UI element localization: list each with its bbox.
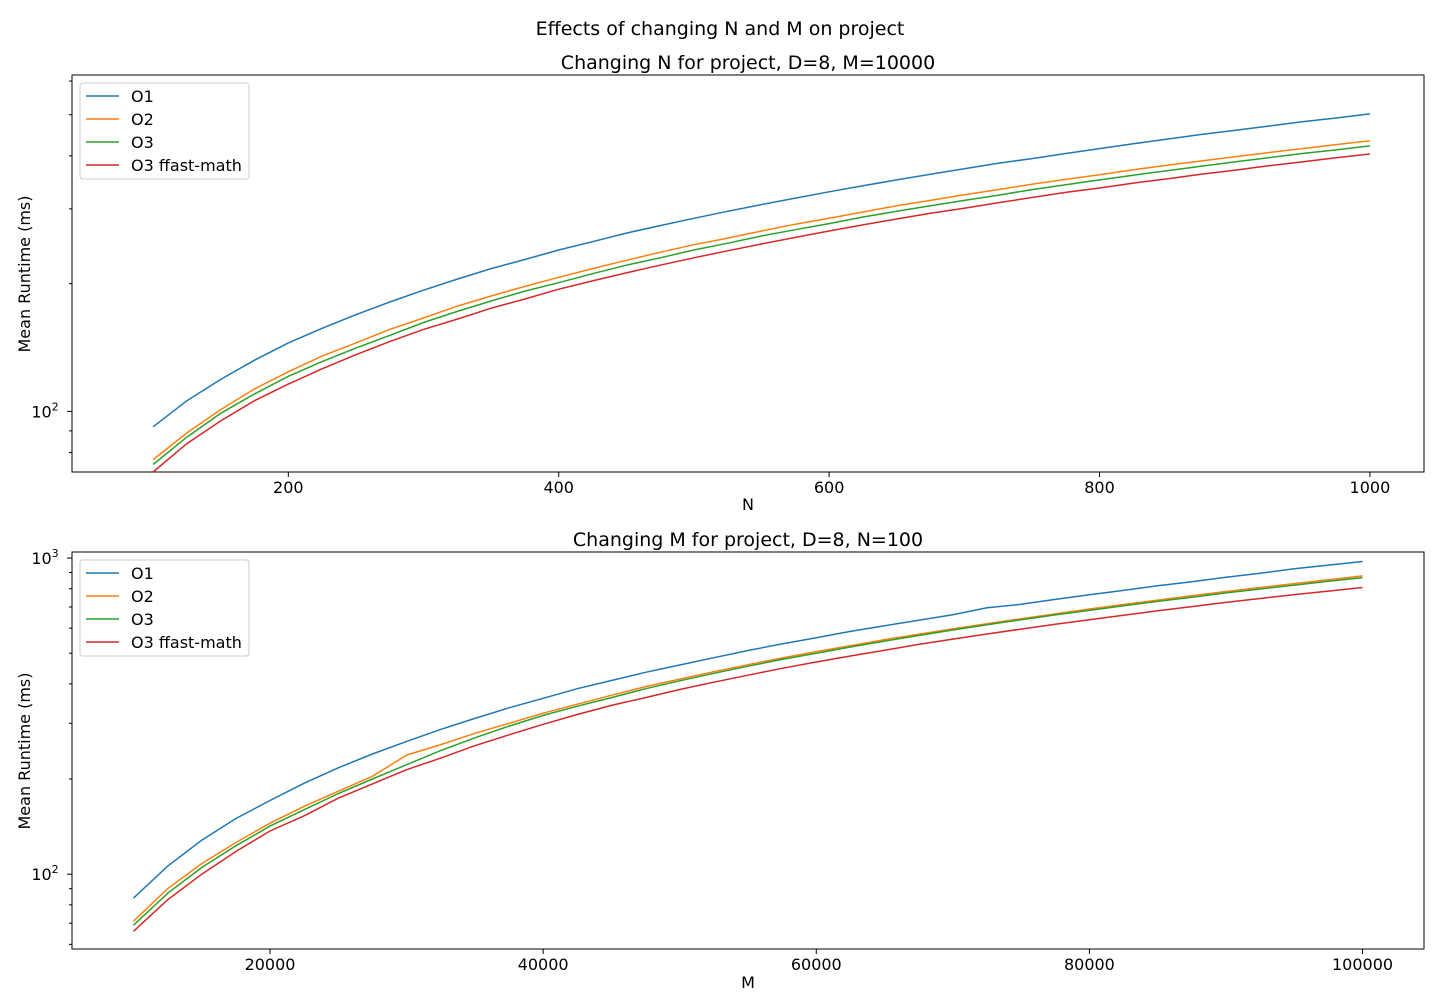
- legend-label: O3 ffast-math: [131, 633, 242, 652]
- legend-box: [79, 82, 250, 180]
- legend-label: O3: [131, 610, 154, 629]
- series-line-o3-ffast-math: [152, 153, 1370, 473]
- legend-label: O2: [131, 587, 154, 606]
- series-line-o3: [132, 576, 1363, 926]
- legend-label: O3: [131, 133, 154, 152]
- x-tick-label: 600: [814, 478, 845, 497]
- figure-suptitle: Effects of changing N and M on project: [536, 18, 905, 40]
- x-tick-label: 100000: [1332, 955, 1393, 974]
- x-tick-label: 80000: [1064, 955, 1115, 974]
- panel-changing-m: Changing M for project, D=8, N=100 20000…: [15, 529, 1425, 992]
- x-tick-label: 200: [273, 478, 304, 497]
- x-tick-label: 1000: [1350, 478, 1391, 497]
- x-ticks: 20000 40000 60000 80000 100000: [245, 949, 1393, 974]
- y-tick-label: 102: [31, 400, 58, 421]
- legend-box: [79, 559, 250, 657]
- y-axis-label: Mean Runtime (ms): [15, 196, 34, 353]
- y-ticks: 102 103: [31, 547, 72, 945]
- series-line-o1: [132, 560, 1363, 899]
- series-line-o2: [132, 575, 1363, 922]
- plot-frame: [71, 74, 1425, 473]
- y-tick-label: 102: [31, 863, 58, 884]
- series-line-o1: [152, 113, 1370, 428]
- series-line-o3-ffast-math: [132, 586, 1363, 932]
- legend-label: O1: [131, 564, 154, 583]
- x-tick-label: 60000: [791, 955, 842, 974]
- x-tick-label: 800: [1084, 478, 1115, 497]
- series-line-o3: [152, 145, 1370, 466]
- plot-frame: [71, 551, 1425, 950]
- x-tick-label: 40000: [518, 955, 569, 974]
- x-tick-label: 20000: [245, 955, 296, 974]
- series-lines: [132, 560, 1363, 932]
- series-lines: [152, 113, 1370, 473]
- series-line-o2: [152, 140, 1370, 461]
- x-axis-label: N: [742, 495, 754, 514]
- y-tick-label: 103: [31, 547, 58, 568]
- legend: O1 O2 O3 O3 ffast-math: [79, 559, 250, 657]
- y-ticks: 102: [31, 80, 72, 454]
- panel-title: Changing N for project, D=8, M=10000: [561, 52, 935, 74]
- x-tick-label: 400: [543, 478, 574, 497]
- panel-changing-n: Changing N for project, D=8, M=10000 200…: [15, 52, 1425, 514]
- legend: O1 O2 O3 O3 ffast-math: [79, 82, 250, 180]
- y-axis-label: Mean Runtime (ms): [15, 673, 34, 830]
- x-axis-label: M: [741, 973, 755, 992]
- panel-title: Changing M for project, D=8, N=100: [573, 529, 923, 551]
- x-ticks: 200 400 600 800 1000: [273, 472, 1390, 497]
- legend-label: O2: [131, 110, 154, 129]
- legend-label: O3 ffast-math: [131, 156, 242, 175]
- legend-label: O1: [131, 87, 154, 106]
